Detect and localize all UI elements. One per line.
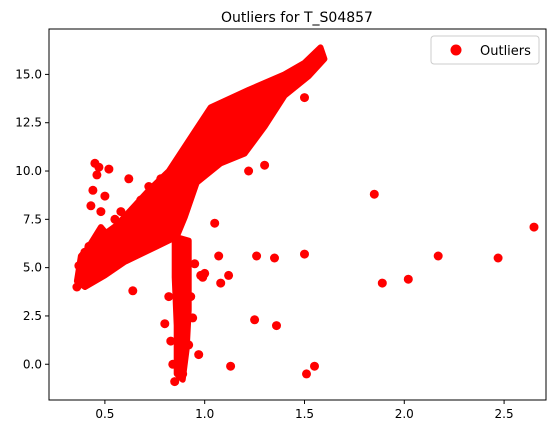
y-tick-label: 10.0 [15, 164, 42, 178]
x-tick-label: 1.0 [195, 407, 214, 421]
data-point [86, 201, 96, 211]
dense-point-cloud [73, 44, 328, 383]
x-tick-label: 0.5 [95, 407, 114, 421]
data-point [144, 182, 154, 191]
y-tick-label: 7.5 [23, 212, 42, 226]
data-point [74, 261, 84, 271]
data-point [226, 361, 236, 371]
y-tick-label: 5.0 [23, 261, 42, 275]
data-point [252, 251, 262, 261]
data-point [186, 292, 196, 302]
y-tick-label: 0.0 [23, 357, 42, 371]
data-point [433, 251, 443, 261]
data-point [244, 166, 254, 176]
data-point [72, 282, 82, 292]
data-point [156, 174, 166, 184]
x-axis: 0.5 1.0 1.5 2.0 2.5 [95, 400, 514, 421]
legend-box [430, 35, 540, 65]
dense-cloud-left-lobe [85, 224, 112, 259]
data-point [168, 359, 178, 369]
data-point [96, 207, 106, 217]
y-tick-label: 15.0 [15, 67, 42, 81]
data-point [88, 185, 98, 195]
data-point [493, 253, 503, 263]
data-point [194, 350, 204, 360]
data-point [176, 280, 186, 290]
data-point [190, 259, 200, 269]
plot-frame [48, 28, 547, 401]
dense-cloud-inner [145, 179, 196, 231]
data-point [84, 241, 94, 251]
data-point [214, 251, 224, 261]
x-tick-label: 2.5 [495, 407, 514, 421]
y-axis: 0.0 2.5 5.0 7.5 10.0 12.5 15.0 [15, 67, 49, 371]
data-point [150, 205, 160, 215]
data-point [188, 313, 198, 323]
data-point [174, 263, 184, 273]
data-point [110, 214, 120, 224]
data-point [403, 274, 413, 284]
legend: Outliers [430, 35, 540, 65]
data-point [210, 218, 220, 228]
x-tick-label: 2.0 [395, 407, 414, 421]
data-point [377, 278, 387, 288]
data-point [128, 286, 138, 296]
data-point [136, 195, 146, 205]
data-point [216, 278, 226, 288]
y-tick-label: 12.5 [15, 116, 42, 130]
data-point [100, 191, 110, 201]
data-point [164, 292, 174, 302]
dense-cloud-main [73, 44, 328, 290]
data-point [200, 268, 210, 278]
plot-body [72, 44, 539, 387]
data-point [178, 369, 188, 379]
dense-cloud-tail [171, 233, 192, 383]
data-point [300, 249, 309, 259]
chart-title: Outliers for T_S04857 [221, 10, 373, 26]
data-point [529, 222, 539, 232]
data-point [272, 321, 281, 331]
legend-marker [450, 44, 462, 56]
data-point [302, 369, 311, 379]
data-point [80, 272, 90, 282]
data-point [310, 361, 319, 371]
data-point [184, 340, 194, 350]
data-point [94, 162, 104, 172]
data-point [224, 270, 234, 280]
data-point [300, 93, 309, 103]
data-point [124, 174, 134, 184]
data-point [170, 377, 180, 387]
data-point [166, 336, 176, 346]
data-point [116, 207, 126, 217]
data-point [369, 189, 379, 199]
data-point [104, 164, 114, 174]
points-layer [72, 93, 539, 387]
data-point [160, 319, 170, 329]
y-tick-label: 2.5 [23, 309, 42, 323]
data-point [270, 253, 279, 263]
data-point [92, 170, 102, 180]
data-point [260, 160, 270, 170]
data-point [250, 315, 260, 325]
x-tick-label: 1.5 [295, 407, 314, 421]
legend-label: Outliers [480, 44, 531, 59]
